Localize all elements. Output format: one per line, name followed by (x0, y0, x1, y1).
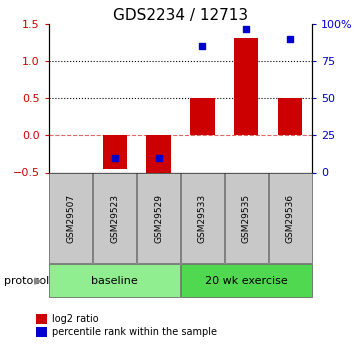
Title: GDS2234 / 12713: GDS2234 / 12713 (113, 8, 248, 23)
Bar (190, 98, 214, 136)
Text: GSM29523: GSM29523 (110, 194, 119, 243)
Bar (234, 38, 258, 136)
Text: GSM29533: GSM29533 (198, 194, 207, 243)
Text: GSM29507: GSM29507 (66, 194, 75, 243)
Text: GSM29536: GSM29536 (286, 194, 295, 243)
Text: 20 wk exercise: 20 wk exercise (205, 276, 288, 286)
Text: percentile rank within the sample: percentile rank within the sample (52, 327, 217, 337)
Bar (103, 136, 127, 169)
Text: GSM29529: GSM29529 (154, 194, 163, 243)
Text: protocol: protocol (4, 276, 49, 286)
Text: log2 ratio: log2 ratio (52, 314, 99, 324)
Text: GSM29535: GSM29535 (242, 194, 251, 243)
Bar (278, 98, 303, 136)
Text: baseline: baseline (91, 276, 138, 286)
Bar (147, 136, 171, 172)
